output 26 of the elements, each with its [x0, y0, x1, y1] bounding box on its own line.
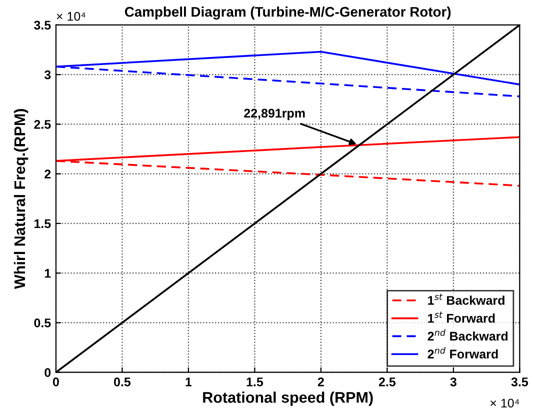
annotation: 22,891rpm [244, 108, 305, 120]
y-tick-label: 1 [44, 269, 51, 278]
legend-label: 1$^{st}$ Backward [428, 294, 504, 305]
x-tick-label: 3 [450, 378, 456, 386]
legend-label: 2$^{nd}$ Forward [428, 346, 498, 359]
y-tick-label: 3 [44, 70, 51, 80]
chart-title: Campbell Diagram (Turbine-M/C-Generator Rotor) [124, 6, 451, 20]
legend-label: 1$^{st}$ Forward [428, 312, 495, 323]
y-tick-label: 1.5 [34, 219, 51, 228]
y-tick-label: 2.5 [34, 120, 51, 129]
text: × 10⁴ [490, 398, 520, 408]
y-axis-title: Whirl Natural Freq.(RPM) [14, 109, 28, 290]
x-tick-label: 1 [186, 378, 192, 386]
legend-label: 2$^{nd}$ Backward [428, 329, 508, 341]
text: × 10⁴ [56, 12, 86, 21]
x-tick-label: 0 [52, 378, 59, 386]
x-tick-label: 2 [318, 378, 324, 386]
x-axis-title: Rotational speed (RPM) [203, 392, 373, 406]
x-tick-label: 2.5 [378, 378, 396, 386]
x-tick-label: 1.5 [246, 378, 264, 386]
x-tick-label: 0.5 [114, 378, 131, 386]
y-tick-label: 2 [44, 170, 51, 178]
x-tick-label: 3.5 [511, 378, 528, 386]
y-tick-label: 0 [44, 368, 51, 377]
y-tick-label: 3.5 [34, 20, 51, 30]
y-tick-label: 0.5 [34, 318, 51, 328]
